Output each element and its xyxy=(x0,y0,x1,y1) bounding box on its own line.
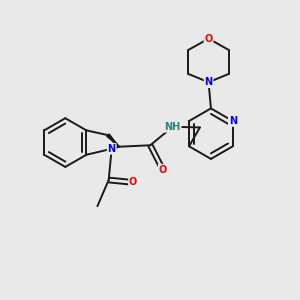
Text: N: N xyxy=(205,77,213,87)
Text: O: O xyxy=(129,177,137,188)
Polygon shape xyxy=(107,134,119,147)
Text: N: N xyxy=(229,116,237,126)
Text: O: O xyxy=(204,34,213,44)
Text: NH: NH xyxy=(164,122,181,132)
Text: O: O xyxy=(159,165,167,175)
Text: N: N xyxy=(108,144,116,154)
